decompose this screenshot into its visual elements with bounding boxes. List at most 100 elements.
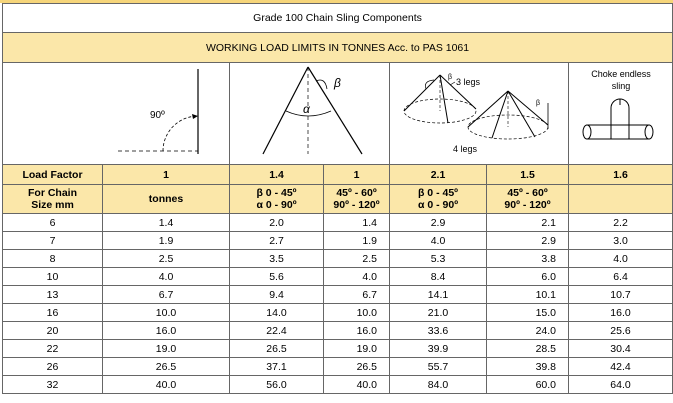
wll-cell: 16.0 — [323, 321, 390, 340]
wll-cell: 2.5 — [102, 249, 230, 268]
table-row: 7 1.9 2.7 1.9 4.0 2.9 3.0 — [2, 231, 673, 250]
wll-cell: 2.1 — [486, 213, 569, 232]
wll-cell: 19.0 — [102, 339, 230, 358]
beta-right-label: β — [536, 100, 540, 107]
multi-leg-diagram: β 3 legs β 4 legs — [403, 74, 549, 154]
wll-cell: 25.6 — [567, 321, 673, 340]
wll-cell: 14.1 — [389, 285, 487, 304]
wll-cell: 2.2 — [567, 213, 673, 232]
chain-size-cell: 20 — [2, 321, 103, 340]
load-factor-value: 1.4 — [229, 164, 324, 185]
wll-cell: 37.1 — [229, 357, 324, 376]
accent-bar — [0, 0, 673, 3]
wll-cell: 9.4 — [229, 285, 324, 304]
chain-size-cell: 8 — [2, 249, 103, 268]
choke-diagram-cell: Choke endless sling — [567, 62, 673, 165]
table-row: 26 26.5 37.1 26.5 55.7 39.8 42.4 — [2, 357, 673, 376]
page-subtitle: WORKING LOAD LIMITS IN TONNES Acc. to PA… — [1, 32, 673, 63]
wll-cell: 10.0 — [102, 303, 230, 322]
wll-cell: 19.0 — [323, 339, 390, 358]
wll-cell: 40.0 — [323, 375, 390, 394]
angle-90-label: 90º — [150, 110, 165, 121]
load-factor-value: 2.1 — [389, 164, 487, 185]
header-beta-range: 45º - 60º — [336, 187, 377, 199]
wll-cell: 56.0 — [229, 375, 324, 394]
wll-cell: 64.0 — [567, 375, 673, 394]
chain-size-cell: 6 — [2, 213, 103, 232]
wll-cell: 1.4 — [102, 213, 230, 232]
table-row: 13 6.7 9.4 6.7 14.1 10.1 10.7 — [2, 285, 673, 304]
wll-cell: 39.9 — [389, 339, 487, 358]
table-row: 22 19.0 26.5 19.0 39.9 28.5 30.4 — [2, 339, 673, 358]
three-legs-label: 3 legs — [456, 77, 481, 87]
wll-cell: 30.4 — [567, 339, 673, 358]
wll-cell: 5.6 — [229, 267, 324, 286]
four-legs-label: 4 legs — [453, 144, 478, 154]
load-factor-value: 1 — [323, 164, 390, 185]
load-factor-row: Load Factor 1 1.4 1 2.1 1.5 1.6 — [2, 164, 673, 185]
two-leg-diagram-cell: α β — [229, 62, 390, 165]
wll-cell: 2.5 — [323, 249, 390, 268]
chain-size-header-line1: For Chain — [28, 187, 77, 199]
two-leg-diagram: α β — [262, 66, 363, 155]
chain-size-cell: 16 — [2, 303, 103, 322]
choke-label-line2: sling — [612, 81, 631, 91]
header-alpha-range: 90º - 120º — [333, 199, 380, 211]
load-factor-value: 1 — [102, 164, 230, 185]
wll-cell: 60.0 — [486, 375, 569, 394]
choke-header — [567, 184, 673, 214]
beta-label: β — [333, 76, 341, 90]
wll-cell: 2.9 — [486, 231, 569, 250]
wll-cell: 28.5 — [486, 339, 569, 358]
wll-cell: 1.4 — [323, 213, 390, 232]
alpha-label: α — [303, 102, 311, 116]
chain-size-cell: 10 — [2, 267, 103, 286]
table-row: 20 16.0 22.4 16.0 33.6 24.0 25.6 — [2, 321, 673, 340]
wll-cell: 4.0 — [389, 231, 487, 250]
header-alpha-range: α 0 - 90º — [417, 199, 459, 211]
load-factor-value: 1.6 — [567, 164, 673, 185]
wll-cell: 39.8 — [486, 357, 569, 376]
diagram-row: 90º α β — [2, 62, 673, 165]
wll-cell: 2.9 — [389, 213, 487, 232]
wll-cell: 4.0 — [567, 249, 673, 268]
chain-size-cell: 13 — [2, 285, 103, 304]
multi-leg-low-angle-header: β 0 - 45º α 0 - 90º — [389, 184, 487, 214]
wll-cell: 42.4 — [567, 357, 673, 376]
wll-cell: 33.6 — [389, 321, 487, 340]
wll-cell: 6.7 — [323, 285, 390, 304]
wll-cell: 1.9 — [323, 231, 390, 250]
wll-cell: 2.7 — [229, 231, 324, 250]
chain-size-cell: 26 — [2, 357, 103, 376]
wll-cell: 6.4 — [567, 267, 673, 286]
table-row: 32 40.0 56.0 40.0 84.0 60.0 64.0 — [2, 375, 673, 394]
chain-size-cell: 32 — [2, 375, 103, 394]
header-alpha-range: α 0 - 90º — [256, 199, 297, 211]
wll-table: Grade 100 Chain Sling Components WORKING… — [1, 3, 673, 394]
wll-cell: 21.0 — [389, 303, 487, 322]
wll-cell: 2.0 — [229, 213, 324, 232]
table-row: 10 4.0 5.6 4.0 8.4 6.0 6.4 — [2, 267, 673, 286]
wll-cell: 4.0 — [102, 267, 230, 286]
header-alpha-range: 90º - 120º — [504, 199, 551, 211]
choke-label-line1: Choke endless — [591, 69, 651, 79]
wll-cell: 14.0 — [229, 303, 324, 322]
table-row: 8 2.5 3.5 2.5 5.3 3.8 4.0 — [2, 249, 673, 268]
wll-cell: 26.5 — [323, 357, 390, 376]
wll-cell: 1.9 — [102, 231, 230, 250]
wll-cell: 10.1 — [486, 285, 569, 304]
chain-size-cell: 7 — [2, 231, 103, 250]
wll-cell: 10.7 — [567, 285, 673, 304]
wll-cell: 24.0 — [486, 321, 569, 340]
wll-cell: 84.0 — [389, 375, 487, 394]
wll-cell: 3.5 — [229, 249, 324, 268]
single-leg-diagram: 90º — [118, 69, 199, 154]
subtitle-row: WORKING LOAD LIMITS IN TONNES Acc. to PA… — [1, 32, 673, 63]
chain-size-header-line2: Size mm — [31, 199, 74, 211]
title-row: Grade 100 Chain Sling Components — [1, 3, 673, 33]
header-beta-range: β 0 - 45º — [256, 187, 297, 199]
multi-leg-diagram-cell: β 3 legs β 4 legs — [389, 62, 569, 165]
beta-small-label: β — [448, 74, 452, 81]
wll-cell: 6.7 — [102, 285, 230, 304]
